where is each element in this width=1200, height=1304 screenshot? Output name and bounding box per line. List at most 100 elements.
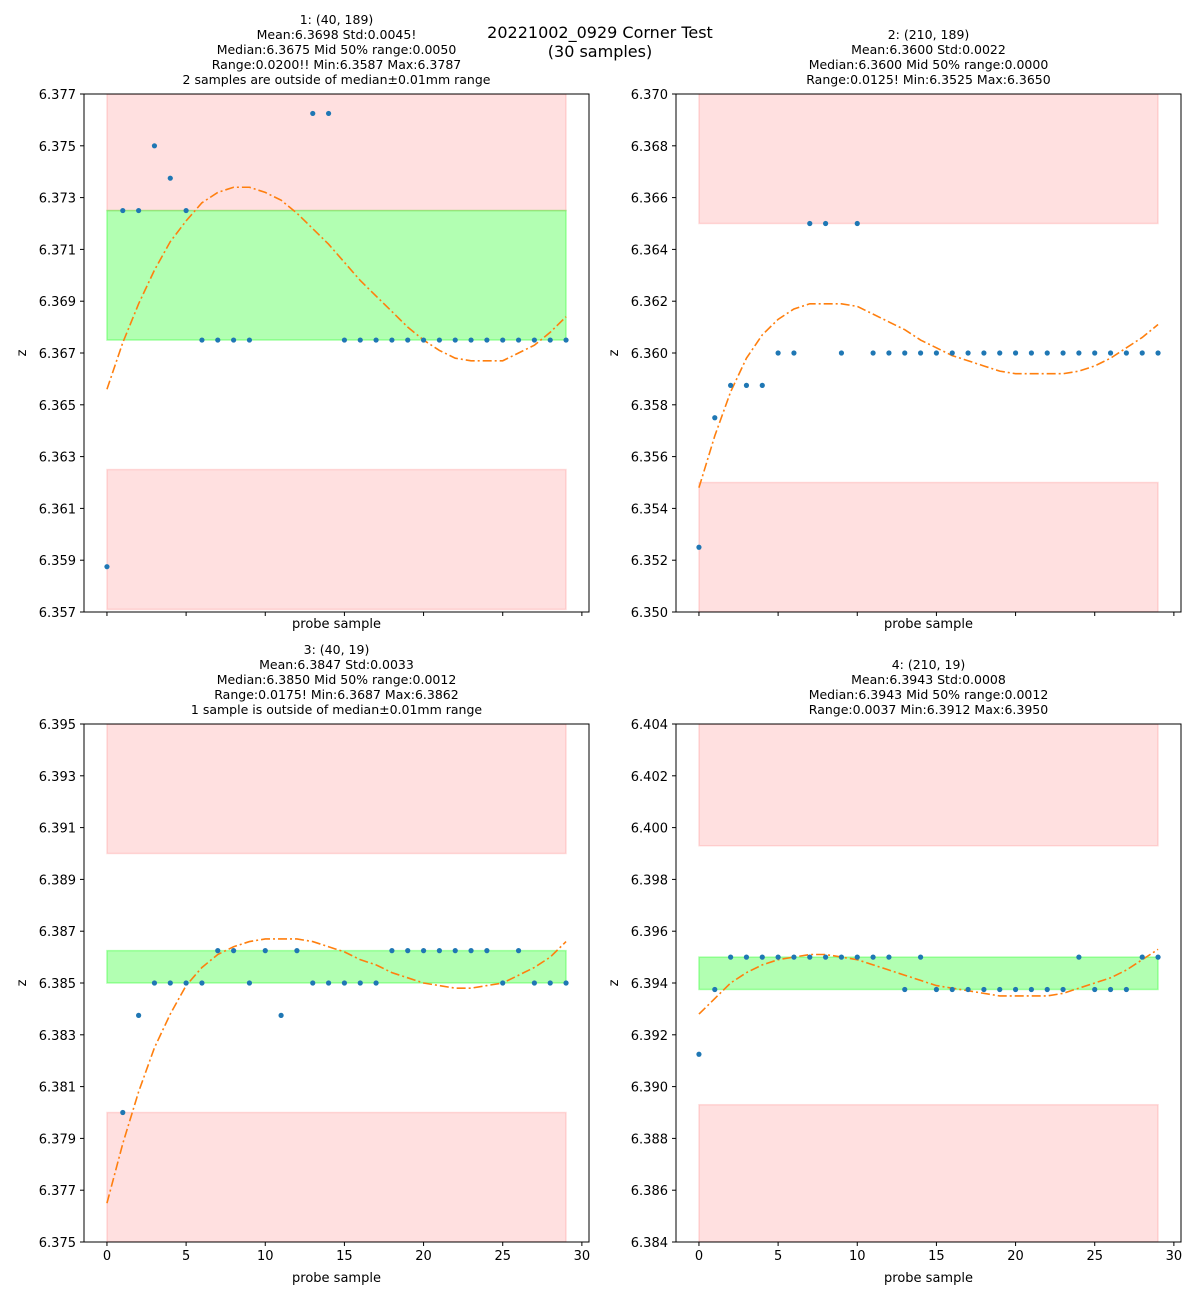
point: [838, 954, 845, 960]
subplot-title: Range:0.0175! Min:6.3687 Max:6.3862: [214, 687, 458, 702]
point: [547, 337, 553, 343]
point: [696, 1051, 702, 1057]
y-tick-label: 6.360: [631, 347, 668, 362]
point: [981, 986, 987, 993]
band: [106, 724, 567, 855]
point: [712, 415, 718, 421]
x-tick-label: 25: [1086, 1249, 1103, 1264]
y-tick-label: 6.362: [631, 295, 668, 310]
point: [405, 337, 411, 343]
band: [106, 949, 567, 984]
x-axis-label: probe sample: [884, 1271, 973, 1286]
point: [120, 1109, 126, 1116]
point: [310, 980, 316, 986]
point: [420, 337, 427, 343]
point: [775, 954, 781, 960]
point: [870, 350, 876, 356]
y-tick-label: 6.383: [39, 1029, 76, 1044]
y-tick-label: 6.361: [39, 502, 76, 517]
point: [1107, 986, 1114, 993]
y-tick-label: 6.390: [631, 1081, 668, 1096]
point: [484, 337, 490, 343]
y-tick-label: 6.365: [39, 399, 76, 414]
point: [933, 350, 940, 356]
point: [167, 980, 173, 986]
y-tick-label: 6.377: [39, 1184, 76, 1199]
point: [917, 954, 924, 960]
point: [452, 948, 458, 954]
y-tick-label: 6.389: [39, 873, 76, 888]
y-tick-label: 6.366: [631, 192, 668, 207]
point: [791, 350, 797, 356]
point: [965, 986, 971, 993]
point: [325, 980, 332, 986]
y-tick-label: 6.386: [631, 1184, 668, 1199]
point: [917, 350, 924, 356]
y-tick-label: 6.400: [631, 822, 668, 837]
point: [712, 986, 718, 993]
point: [949, 986, 955, 993]
point: [231, 337, 237, 343]
point: [231, 948, 237, 954]
subplot-title: Median:6.3943 Mid 50% range:0.0012: [809, 687, 1049, 702]
point: [759, 382, 765, 388]
plot-area: [696, 724, 1161, 1242]
subplot-title: Mean:6.3943 Std:0.0008: [851, 672, 1006, 687]
point: [870, 954, 876, 960]
point: [807, 220, 813, 227]
y-tick-label: 6.368: [631, 140, 668, 155]
subplot: 4: (210, 19)Mean:6.3943 Std:0.0008Median…: [607, 657, 1182, 1286]
point: [373, 980, 379, 986]
point: [215, 337, 221, 343]
point: [405, 948, 411, 954]
point: [1092, 350, 1098, 356]
point: [500, 980, 506, 986]
point: [436, 948, 442, 954]
point: [886, 954, 892, 960]
point: [1028, 986, 1034, 993]
y-tick-label: 6.391: [39, 822, 76, 837]
point: [120, 207, 126, 214]
point: [1155, 954, 1161, 960]
subplot-title: Mean:6.3600 Std:0.0022: [851, 42, 1006, 57]
figure-subtitle: (30 samples): [548, 42, 652, 61]
point: [902, 350, 908, 356]
band: [698, 1103, 1159, 1242]
y-tick-label: 6.357: [39, 606, 76, 621]
subplot-title: Median:6.3675 Mid 50% range:0.0050: [217, 42, 457, 57]
point: [246, 980, 253, 986]
x-tick-label: 0: [103, 1249, 111, 1264]
subplot-title: 2 samples are outside of median±0.01mm r…: [183, 72, 491, 87]
point: [484, 948, 490, 954]
y-tick-label: 6.381: [39, 1081, 76, 1096]
point: [997, 986, 1003, 993]
point: [807, 954, 813, 960]
y-tick-label: 6.379: [39, 1132, 76, 1147]
y-tick-label: 6.371: [39, 243, 76, 258]
point: [854, 954, 860, 960]
point: [167, 175, 173, 181]
y-tick-label: 6.367: [39, 347, 76, 362]
point: [151, 143, 158, 149]
point: [199, 980, 205, 986]
point: [1012, 986, 1019, 993]
x-tick-label: 20: [415, 1249, 432, 1264]
y-tick-label: 6.359: [39, 554, 76, 569]
subplot-title: 4: (210, 19): [892, 657, 966, 672]
y-tick-label: 6.354: [631, 502, 668, 517]
y-tick-label: 6.394: [631, 977, 668, 992]
y-tick-label: 6.373: [39, 192, 76, 207]
point: [1155, 350, 1161, 356]
point: [949, 350, 955, 356]
point: [1044, 350, 1050, 356]
point: [823, 954, 829, 960]
x-tick-label: 5: [774, 1249, 782, 1264]
y-tick-label: 6.356: [631, 451, 668, 466]
point: [775, 350, 781, 356]
point: [728, 382, 734, 388]
y-axis-label: z: [15, 979, 30, 986]
point: [902, 986, 908, 993]
point: [104, 564, 110, 570]
y-tick-label: 6.375: [39, 1236, 76, 1251]
